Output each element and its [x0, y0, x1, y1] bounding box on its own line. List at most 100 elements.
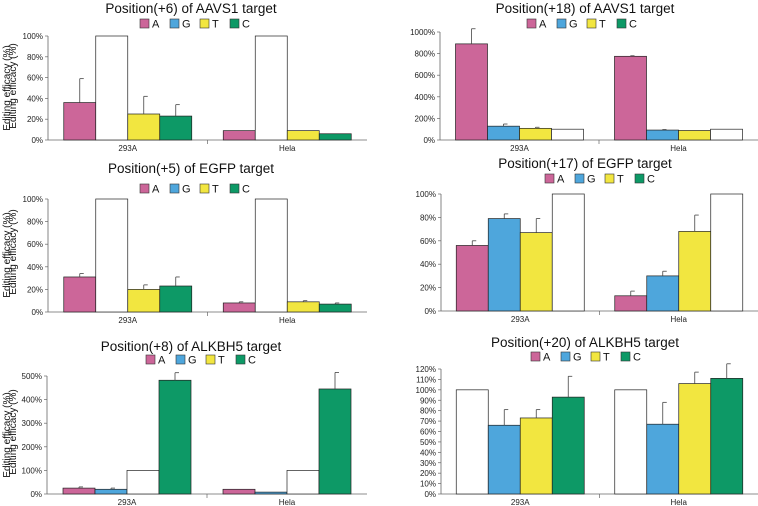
legend-label-t: T [218, 355, 225, 367]
legend-swatch-t [604, 173, 615, 184]
x-tick-label: Hela [671, 315, 688, 324]
bar-293a-c [158, 379, 192, 495]
bar-hela-c [710, 128, 743, 141]
y-axis-label: Editing efficacy (%) [2, 392, 13, 477]
bar-hela-t [678, 383, 712, 495]
legend-swatch-t [590, 351, 601, 362]
y-tick-label: 300% [22, 419, 42, 428]
y-tick-label: 20% [420, 284, 436, 293]
legend-label-c: C [242, 184, 250, 196]
bar-293a-a [62, 487, 96, 495]
bar-hela-a [614, 55, 647, 141]
bar-293a-a [455, 245, 489, 312]
legend-label-t: T [603, 352, 610, 364]
bar-hela-c [318, 388, 352, 495]
y-tick-label: 90% [420, 396, 436, 405]
chart-title: Position(+18) of AAVS1 target [496, 1, 675, 16]
x-tick-label: 293A [510, 144, 529, 153]
y-axis-label: Editing efficacy (%) [8, 43, 19, 128]
y-tick-label: 100% [22, 466, 42, 475]
y-tick-label: 200% [22, 443, 42, 452]
legend-swatch-c [634, 173, 645, 184]
y-tick-label: 500% [22, 372, 42, 381]
y-axis-label: Editing efficacy (%) [2, 212, 13, 297]
y-axis-label: Editing efficacy (%) [8, 209, 19, 294]
legend-swatch-a [139, 18, 150, 29]
bar-293a-t [519, 127, 552, 141]
x-tick-label: 293A [118, 316, 137, 325]
legend-swatch-g [169, 183, 180, 194]
y-tick-label: 100% [23, 195, 43, 204]
chart-title: Position(+5) of EGFP target [108, 161, 274, 176]
y-tick-label: 100% [416, 190, 436, 199]
y-tick-label: 40% [27, 263, 43, 272]
y-tick-label: 40% [420, 260, 436, 269]
legend-label-c: C [242, 19, 250, 31]
y-tick-label: 40% [420, 448, 436, 457]
legend-label-c: C [629, 19, 637, 31]
bar-hela-a [614, 389, 648, 495]
x-tick-label: Hela [279, 316, 296, 325]
y-axis-label: Editing efficacy (%) [2, 45, 13, 130]
y-tick-label: 120% [416, 365, 436, 374]
y-axis-label: Editing efficacy (%) [8, 389, 19, 474]
legend-label-g: G [182, 19, 191, 31]
legend-label-t: T [617, 174, 624, 186]
y-tick-label: 80% [27, 218, 43, 227]
legend-label-t: T [212, 184, 219, 196]
y-tick-label: 0% [30, 490, 42, 499]
legend-label-a: A [557, 174, 565, 186]
legend-swatch-t [199, 18, 210, 29]
legend-label-g: G [587, 174, 596, 186]
y-tick-label: 400% [22, 396, 42, 405]
chart-panel-1: Position(+6) of AAVS1 target A G T C Editing … [2, 1, 367, 153]
x-tick-label: Hela [279, 144, 296, 153]
y-tick-label: 1000% [410, 28, 435, 37]
bar-293a-a [63, 276, 97, 313]
x-tick-label: Hela [670, 144, 687, 153]
y-tick-label: 70% [420, 417, 436, 426]
bar-hela-c [318, 133, 352, 141]
bar-293a-a [63, 102, 97, 141]
bar-293a-g [487, 424, 521, 495]
bar-293a-g [94, 488, 128, 495]
legend-label-c: C [633, 352, 641, 364]
legend-swatch-g [574, 173, 585, 184]
legend-label-g: G [188, 355, 197, 367]
bar-293a-t [127, 289, 161, 313]
chart-panel-2: Position(+18) of AAVS1 target A G T C Editing… [8, 1, 758, 153]
bar-293a-t [519, 232, 553, 312]
y-tick-label: 0% [424, 307, 436, 316]
bar-293a-c [551, 396, 585, 495]
bar-293a-g [487, 218, 521, 312]
bar-293a-a [455, 389, 489, 495]
bar-hela-g [646, 275, 680, 312]
y-tick-label: 0% [423, 136, 435, 145]
y-tick-label: 60% [420, 428, 436, 437]
y-tick-label: 800% [415, 50, 435, 59]
y-tick-label: 0% [424, 490, 436, 499]
bar-hela-t [678, 231, 712, 312]
x-tick-label: 293A [511, 315, 530, 324]
y-tick-label: 100% [23, 32, 43, 41]
bar-293a-c [551, 128, 584, 141]
bar-293a-c [159, 115, 193, 141]
y-tick-label: 80% [420, 407, 436, 416]
chart-title: Position(+6) of AAVS1 target [105, 1, 276, 16]
legend-swatch-c [620, 351, 631, 362]
legend-label-c: C [248, 355, 256, 367]
x-tick-label: 293A [118, 144, 137, 153]
legend-label-t: T [599, 19, 606, 31]
bar-hela-c [710, 193, 744, 312]
y-tick-label: 200% [415, 114, 435, 123]
y-tick-label: 0% [31, 136, 43, 145]
legend-label-a: A [158, 355, 166, 367]
bar-hela-t [678, 130, 711, 141]
legend-label-a: A [152, 184, 160, 196]
legend-swatch-a [145, 354, 156, 365]
y-tick-label: 100% [416, 386, 436, 395]
bar-hela-a [222, 302, 256, 313]
y-tick-label: 20% [420, 469, 436, 478]
